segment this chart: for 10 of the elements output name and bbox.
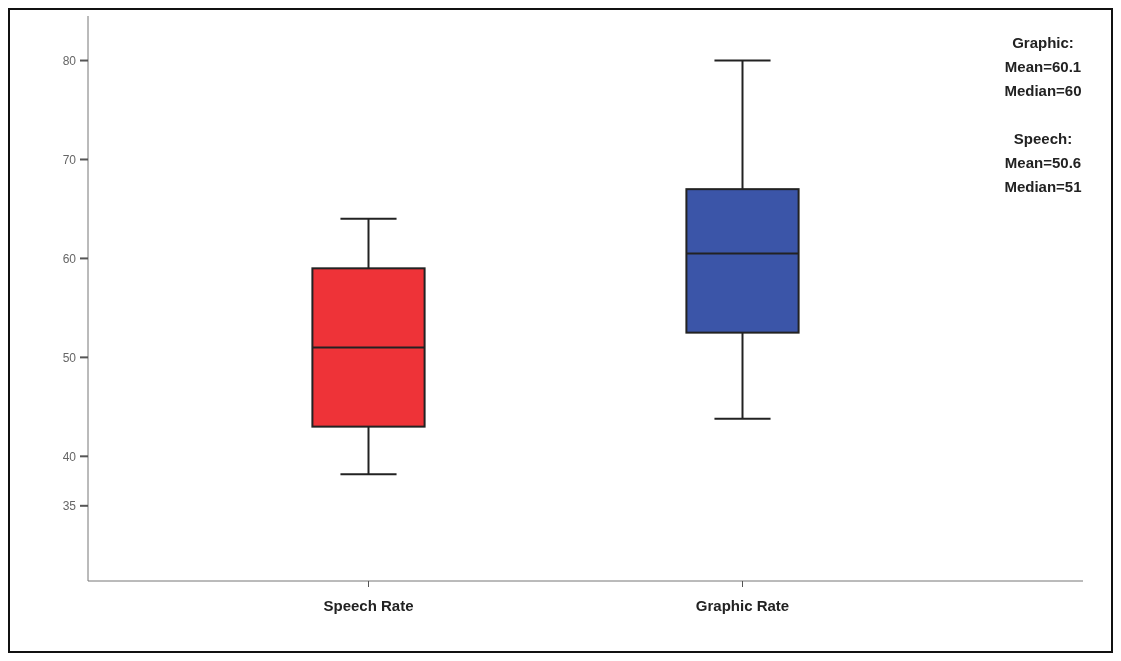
y-tick-label: 40 [62,449,77,464]
y-tick-label: 50 [62,350,77,365]
y-tick-label: 70 [62,152,77,167]
y-tick-label: 35 [62,499,77,513]
y-tick-label: 80 [62,53,77,68]
annotation: Graphic: Mean=60.1 Median=60 [1004,34,1082,99]
y-tick-label: 60 [62,251,77,266]
annotation: Speech: Mean=50.6 Median=51 [1004,130,1082,195]
x-tick-label: Speech Rate [323,597,414,614]
x-tick-label: Graphic Rate [695,597,790,614]
